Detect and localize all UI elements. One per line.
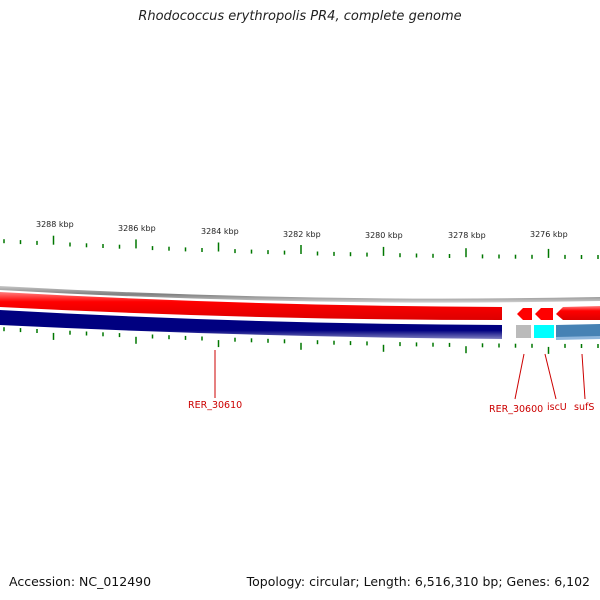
leader-line <box>514 353 525 400</box>
leader-line <box>544 353 557 400</box>
gene-label-RER_30610: RER_30610 <box>188 400 242 411</box>
reverse-gene-RER_30600 <box>516 325 531 338</box>
ruler-label: 3282 kbp <box>283 230 321 239</box>
outer-tick-track <box>3 235 599 259</box>
reverse-gene-iscU <box>534 325 554 338</box>
genome-title: Rhodococcus erythropolis PR4, complete g… <box>138 9 462 24</box>
reverse-strand-gene <box>0 310 502 339</box>
accession-text: Accession: NC_012490 <box>9 574 152 589</box>
ruler-label: 3276 kbp <box>530 230 568 239</box>
ruler-label: 3278 kbp <box>448 231 486 240</box>
forward-strand-gene-RER_30610 <box>0 292 502 320</box>
gene-label-RER_30600: RER_30600 <box>489 404 543 415</box>
gene-label-iscU: iscU <box>547 402 567 413</box>
ruler-label: 3288 kbp <box>36 220 74 229</box>
forward-gene-arrow <box>517 308 532 320</box>
gene-label-sufS: sufS <box>574 402 594 413</box>
reverse-gene-sufS-edge <box>556 336 600 340</box>
reverse-gene-sufS <box>556 324 600 338</box>
inner-tick-track <box>3 327 599 354</box>
gene-label-leaders <box>214 350 586 400</box>
ruler-label: 3284 kbp <box>201 227 239 236</box>
ruler-labels: 3288 kbp 3286 kbp 3284 kbp 3282 kbp 3280… <box>36 220 568 240</box>
forward-gene-arrow-sufS <box>556 306 600 320</box>
backbone-ring <box>0 286 600 303</box>
ruler-label: 3280 kbp <box>365 231 403 240</box>
genome-summary: Topology: circular; Length: 6,516,310 bp… <box>246 574 590 589</box>
forward-gene-arrow <box>535 308 553 320</box>
ruler-label: 3286 kbp <box>118 224 156 233</box>
leader-line <box>581 353 586 400</box>
